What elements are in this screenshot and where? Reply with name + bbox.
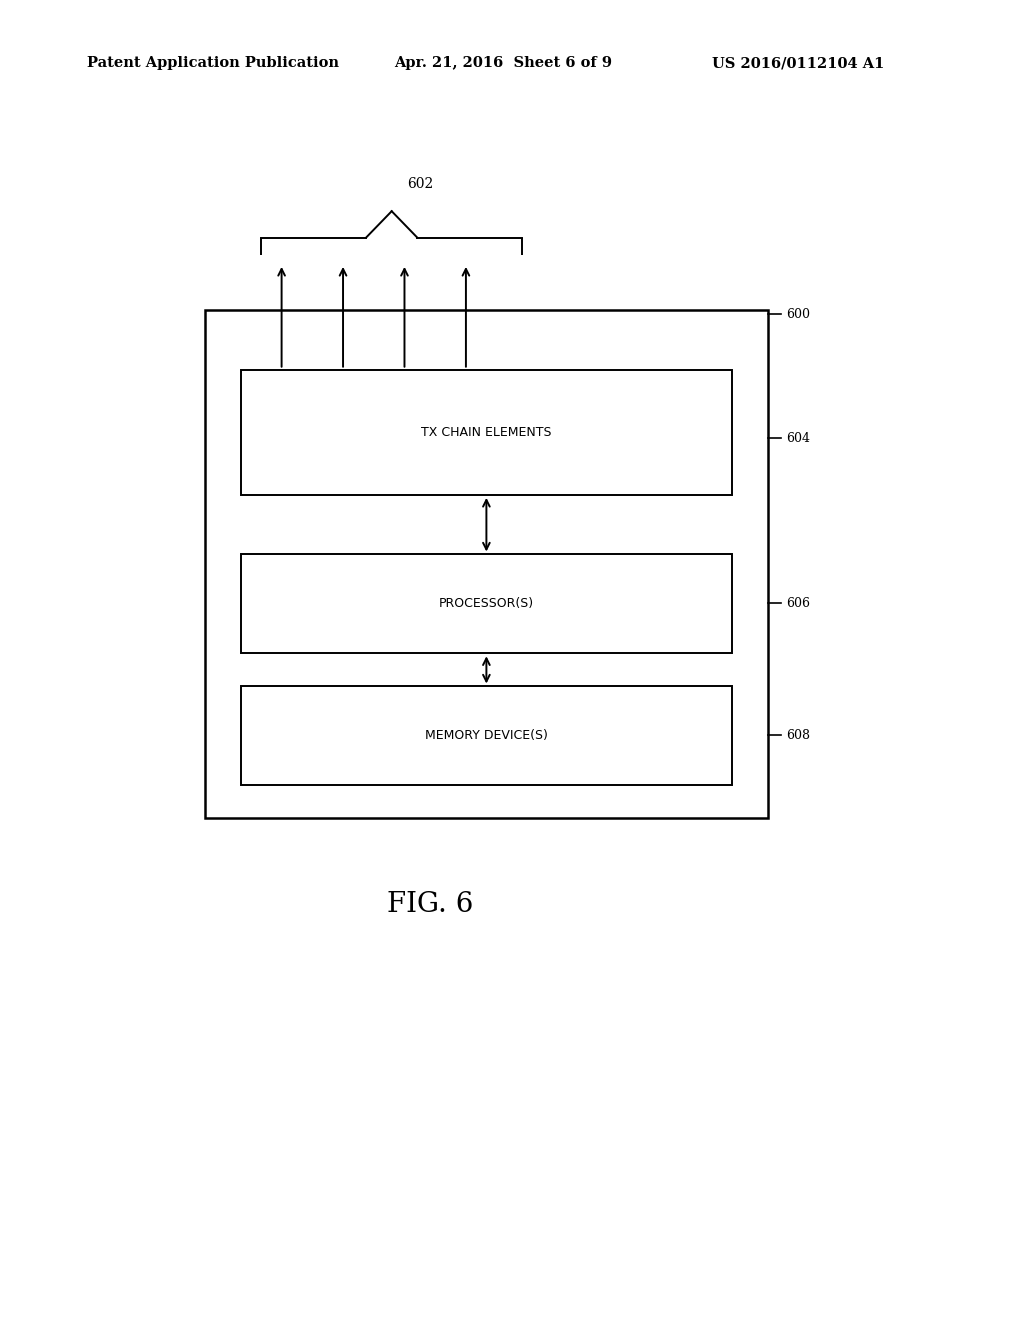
Text: 604: 604 xyxy=(786,432,810,445)
Text: TX CHAIN ELEMENTS: TX CHAIN ELEMENTS xyxy=(421,426,552,438)
Text: PROCESSOR(S): PROCESSOR(S) xyxy=(439,598,534,610)
Text: 602: 602 xyxy=(407,177,433,191)
Text: Apr. 21, 2016  Sheet 6 of 9: Apr. 21, 2016 Sheet 6 of 9 xyxy=(394,57,612,70)
Text: MEMORY DEVICE(S): MEMORY DEVICE(S) xyxy=(425,730,548,742)
Text: Patent Application Publication: Patent Application Publication xyxy=(87,57,339,70)
Bar xyxy=(205,310,768,818)
Text: FIG. 6: FIG. 6 xyxy=(387,891,473,917)
Text: US 2016/0112104 A1: US 2016/0112104 A1 xyxy=(712,57,884,70)
Text: 608: 608 xyxy=(786,729,810,742)
Bar xyxy=(241,370,732,495)
Bar xyxy=(241,686,732,785)
Text: 606: 606 xyxy=(786,597,810,610)
Text: 600: 600 xyxy=(786,308,810,321)
Bar xyxy=(241,554,732,653)
